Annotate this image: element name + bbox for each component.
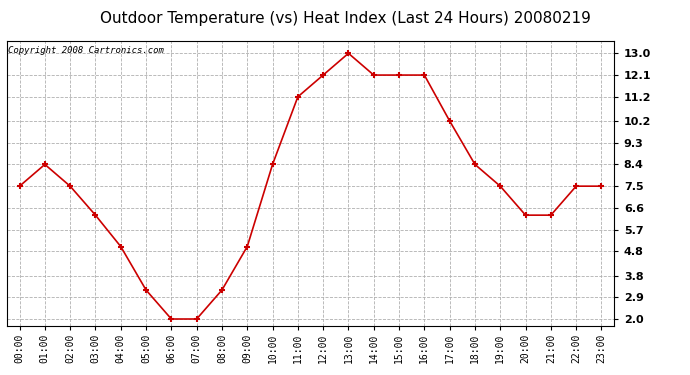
Text: Copyright 2008 Cartronics.com: Copyright 2008 Cartronics.com [8, 45, 164, 54]
Text: Outdoor Temperature (vs) Heat Index (Last 24 Hours) 20080219: Outdoor Temperature (vs) Heat Index (Las… [99, 11, 591, 26]
